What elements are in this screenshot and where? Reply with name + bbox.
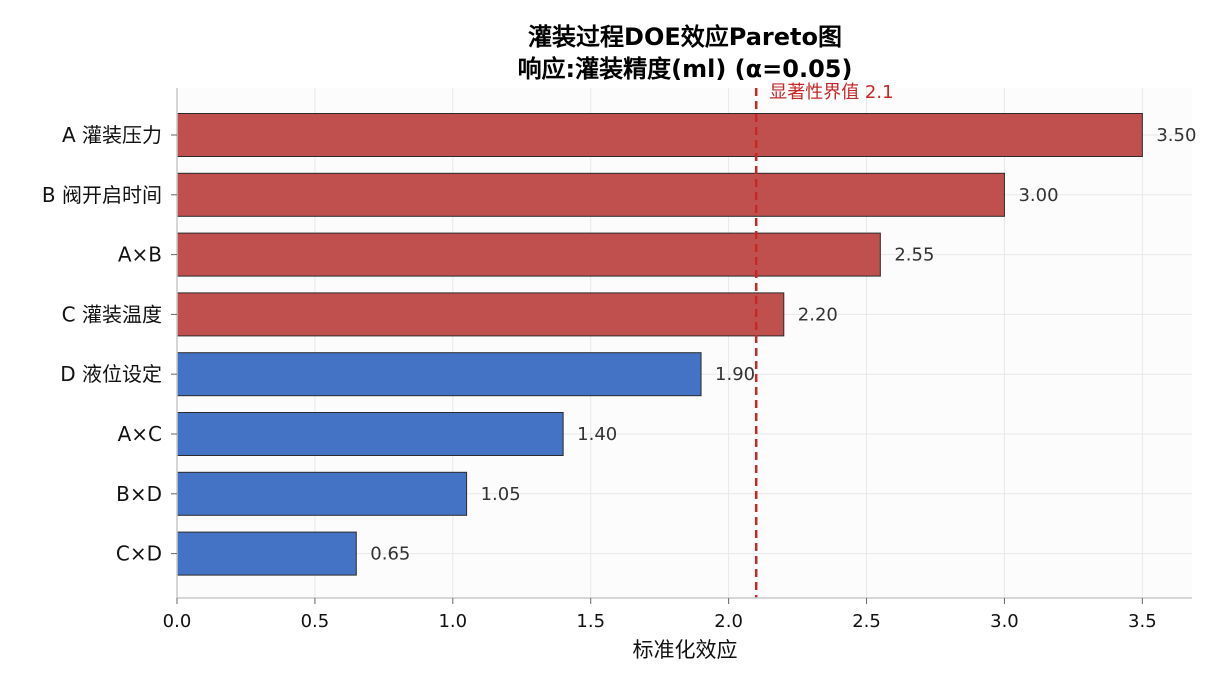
bar-value-label-3: 2.20 — [798, 304, 838, 325]
x-tick-label-1: 0.5 — [301, 611, 330, 632]
bar-2 — [176, 232, 881, 277]
bar-5 — [176, 412, 564, 456]
bar-value-label-2: 2.55 — [894, 245, 934, 266]
x-tick-label-6: 3.0 — [990, 611, 1019, 632]
bar-3 — [176, 292, 785, 337]
y-category-label-7: C×D — [116, 542, 162, 566]
y-category-label-3: C 灌装温度 — [62, 302, 162, 326]
y-category-label-5: A×C — [118, 422, 162, 446]
bar-6 — [176, 471, 468, 516]
chart-title-line-2: 响应:灌装精度(ml) (α=0.05) — [518, 55, 853, 83]
bar-value-label-0: 3.50 — [1156, 125, 1196, 146]
x-tick-label-0: 0.0 — [163, 611, 192, 632]
bar-value-label-6: 1.05 — [481, 484, 521, 505]
bar-value-label-7: 0.65 — [370, 544, 410, 565]
x-tick-label-2: 1.0 — [438, 611, 467, 632]
chart-title-line-1: 灌装过程DOE效应Pareto图 — [528, 23, 842, 51]
y-category-label-6: B×D — [116, 482, 162, 506]
bars-layer: 3.50 3.00 2.55 2.20 1.90 1.40 1.05 0.65 — [176, 113, 1196, 576]
y-category-label-4: D 液位设定 — [60, 362, 162, 386]
bar-value-label-1: 3.00 — [1018, 185, 1058, 206]
bar-value-label-4: 1.90 — [715, 364, 755, 385]
x-tick-label-4: 2.0 — [714, 611, 743, 632]
plot-area — [177, 88, 1192, 598]
bar-0 — [176, 113, 1143, 157]
x-tick-label-5: 2.5 — [852, 611, 881, 632]
bar-value-label-5: 1.40 — [577, 424, 617, 445]
x-tick-label-3: 1.5 — [576, 611, 605, 632]
y-category-label-2: A×B — [118, 243, 162, 267]
y-category-label-0: A 灌装压力 — [62, 123, 162, 147]
x-axis-label: 标准化效应 — [633, 638, 738, 662]
bar-4 — [176, 352, 702, 397]
axes-layer: 0.0 0.5 1.0 1.5 2.0 2.5 3.0 3.5 A 灌装压力 B 阀开启时间 A×B… — [42, 88, 1192, 632]
bar-7 — [176, 531, 357, 576]
y-category-label-1: B 阀开启时间 — [42, 183, 162, 207]
threshold-label: 显著性界值 2.1 — [769, 82, 893, 103]
bar-1 — [176, 172, 1005, 217]
x-tick-label-7: 3.5 — [1128, 611, 1157, 632]
threshold-layer: 显著性界值 2.1 — [754, 82, 894, 598]
